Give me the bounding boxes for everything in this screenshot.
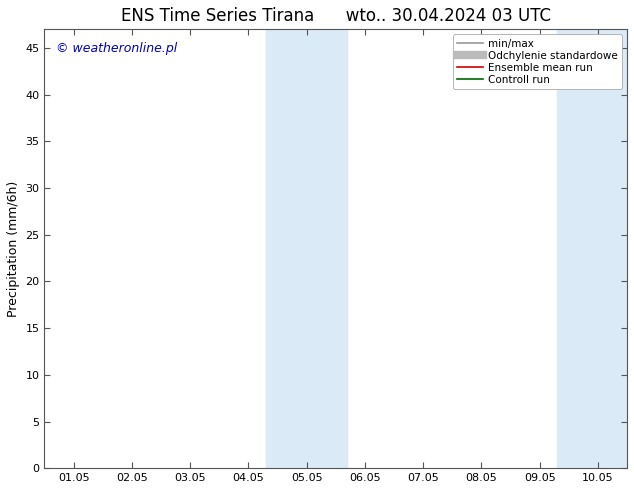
Bar [557,29,598,468]
Bar [598,29,627,468]
Bar [307,29,347,468]
Text: © weatheronline.pl: © weatheronline.pl [56,43,178,55]
Title: ENS Time Series Tirana      wto.. 30.04.2024 03 UTC: ENS Time Series Tirana wto.. 30.04.2024 … [120,7,551,25]
Bar [266,29,307,468]
Legend: min/max, Odchylenie standardowe, Ensemble mean run, Controll run: min/max, Odchylenie standardowe, Ensembl… [453,34,622,89]
Y-axis label: Precipitation (mm/6h): Precipitation (mm/6h) [7,181,20,317]
